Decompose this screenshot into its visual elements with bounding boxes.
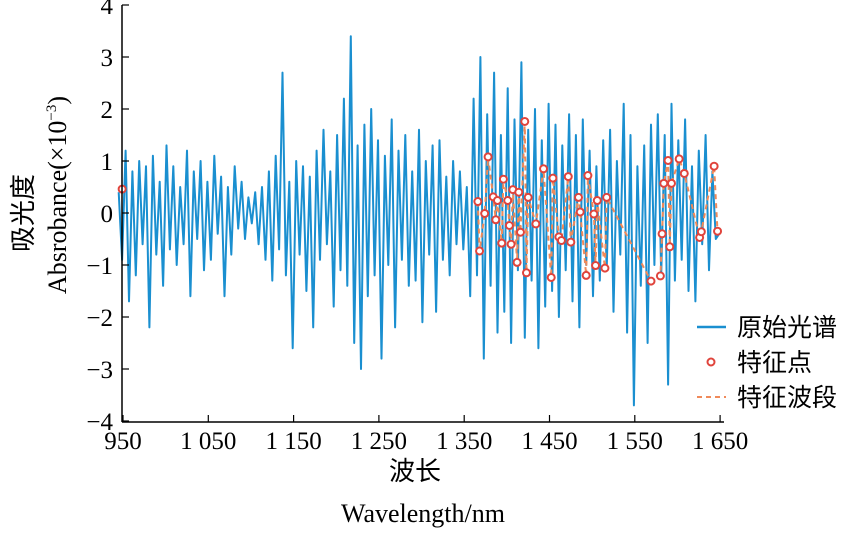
feature-point	[491, 215, 501, 225]
feature-point	[512, 257, 522, 267]
x-axis-label: Wavelength/nm	[341, 499, 505, 528]
x-tick-label: 1 350	[436, 428, 492, 455]
y-tick-label: 3	[101, 45, 114, 72]
y-tick-label: 2	[101, 97, 114, 124]
feature-point	[663, 155, 673, 165]
feature-point	[475, 246, 485, 256]
feature-point	[592, 196, 602, 206]
feature-point	[497, 238, 507, 248]
y-tick-label: −2	[86, 305, 113, 332]
feature-point	[665, 242, 675, 252]
feature-point	[521, 268, 531, 278]
x-tick-label: 1 450	[521, 428, 577, 455]
feature-point	[713, 226, 723, 236]
axis-ticks: 950 1 050 1 150 1 250 1 350 1 450 1 550 1 650 −4…	[86, 0, 748, 455]
feature-point	[602, 192, 612, 202]
feature-point	[546, 272, 556, 282]
y-tick-label: −4	[86, 409, 113, 436]
feature-point	[515, 227, 525, 237]
y-axis-label-close: )	[43, 96, 72, 105]
feature-point	[574, 192, 584, 202]
feature-point	[539, 164, 549, 174]
feature-point	[655, 271, 665, 281]
feature-point	[583, 171, 593, 181]
feature-point	[679, 168, 689, 178]
x-tick-label: 1 250	[351, 428, 407, 455]
x-axis-label-cn: 波长	[389, 457, 441, 487]
feature-point	[523, 192, 533, 202]
feature-point	[666, 178, 676, 188]
y-axis-label-main: Absrobance(×10	[43, 121, 72, 295]
y-axis-label-exponent: −3	[44, 105, 60, 121]
feature-point	[589, 209, 599, 219]
feature-point	[483, 152, 493, 162]
feature-point	[556, 236, 566, 246]
x-tick-label: 1 550	[607, 428, 663, 455]
legend-point-swatch	[706, 357, 716, 367]
feature-point	[581, 270, 591, 280]
y-axis-label-cn: 吸光度	[9, 174, 39, 252]
feature-point	[473, 197, 483, 207]
feature-point	[575, 207, 585, 217]
feature-point	[646, 276, 656, 286]
feature-point	[600, 263, 610, 273]
feature-point	[520, 116, 530, 126]
feature-point	[563, 172, 573, 182]
spectrum-line	[117, 35, 721, 407]
legend-spectrum-label: 原始光谱	[737, 313, 837, 342]
feature-point	[548, 173, 558, 183]
x-tick-label: 950	[104, 428, 142, 455]
feature-point	[492, 196, 502, 206]
feature-point	[659, 178, 669, 188]
plot-marks	[117, 35, 723, 407]
feature-point	[514, 187, 524, 197]
feature-point	[657, 229, 667, 239]
y-tick-label: 0	[101, 201, 114, 228]
y-tick-label: −3	[86, 357, 113, 384]
legend-point-label: 特征点	[737, 348, 812, 377]
feature-point	[503, 196, 513, 206]
feature-point	[566, 237, 576, 247]
x-tick-label: 1 150	[265, 428, 321, 455]
feature-point	[506, 239, 516, 249]
y-tick-label: 4	[101, 0, 114, 20]
x-tick-label: 1 050	[180, 428, 236, 455]
feature-point	[709, 161, 719, 171]
feature-point	[674, 154, 684, 164]
x-tick-label: 1 650	[692, 428, 748, 455]
legend: 原始光谱 特征点 特征波段	[697, 313, 837, 412]
feature-point	[504, 220, 514, 230]
legend-band-label: 特征波段	[737, 383, 837, 412]
y-tick-label: 1	[101, 149, 114, 176]
feature-point	[498, 174, 508, 184]
feature-point	[696, 227, 706, 237]
feature-point	[480, 209, 490, 219]
feature-point	[591, 261, 601, 271]
y-tick-label: −1	[86, 253, 113, 280]
y-axis-label: Absrobance(×10−3)	[43, 96, 72, 294]
feature-point	[531, 219, 541, 229]
